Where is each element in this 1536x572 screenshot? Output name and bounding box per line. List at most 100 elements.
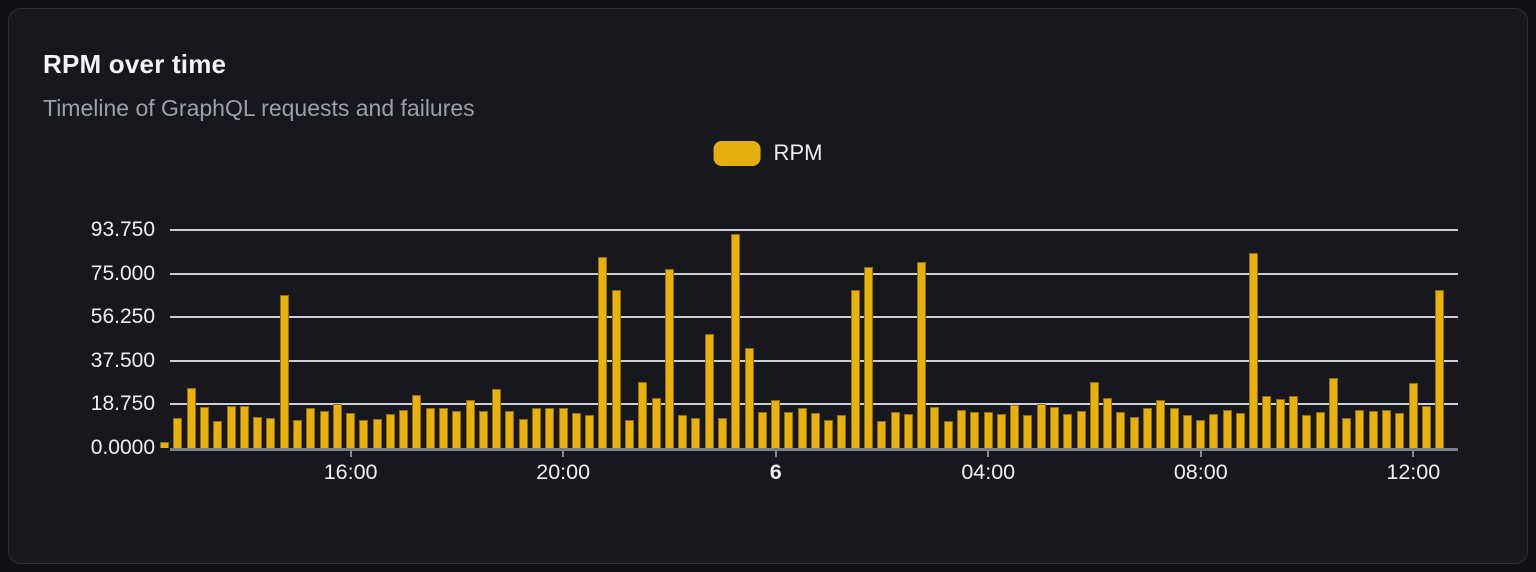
rpm-bar[interactable] — [1196, 420, 1206, 448]
rpm-bar[interactable] — [585, 415, 595, 448]
rpm-bar[interactable] — [691, 417, 701, 448]
rpm-bar[interactable] — [837, 415, 847, 448]
rpm-bar[interactable] — [1368, 410, 1378, 448]
rpm-bar[interactable] — [1408, 382, 1418, 448]
rpm-bar[interactable] — [903, 414, 913, 448]
rpm-bar[interactable] — [306, 408, 316, 448]
rpm-bar[interactable] — [943, 421, 953, 448]
rpm-bar[interactable] — [532, 408, 542, 448]
rpm-bar[interactable] — [1421, 406, 1431, 448]
rpm-bar[interactable] — [439, 408, 449, 448]
rpm-bar[interactable] — [492, 388, 502, 448]
rpm-bar[interactable] — [452, 410, 462, 448]
rpm-bar[interactable] — [877, 421, 887, 448]
rpm-bar[interactable] — [598, 257, 608, 448]
rpm-bar[interactable] — [1435, 289, 1445, 448]
rpm-bar[interactable] — [717, 417, 727, 448]
rpm-bar[interactable] — [917, 261, 927, 448]
rpm-bar[interactable] — [412, 394, 422, 448]
rpm-bar[interactable] — [505, 410, 515, 448]
rpm-bar[interactable] — [226, 406, 236, 448]
rpm-bar[interactable] — [292, 420, 302, 448]
rpm-bar[interactable] — [266, 417, 276, 448]
rpm-bar[interactable] — [1036, 403, 1046, 448]
rpm-bar[interactable] — [199, 407, 209, 448]
rpm-bar[interactable] — [638, 381, 648, 448]
rpm-bar[interactable] — [518, 418, 528, 448]
rpm-bar[interactable] — [1023, 415, 1033, 448]
rpm-bar[interactable] — [545, 408, 555, 448]
rpm-bar[interactable] — [1010, 404, 1020, 448]
rpm-bar[interactable] — [850, 289, 860, 448]
rpm-bar[interactable] — [253, 416, 263, 448]
rpm-bar[interactable] — [558, 408, 568, 448]
rpm-bar[interactable] — [1089, 381, 1099, 448]
rpm-bar[interactable] — [571, 413, 581, 448]
rpm-bar[interactable] — [359, 420, 369, 448]
rpm-bar[interactable] — [1395, 413, 1405, 448]
rpm-bar[interactable] — [1315, 411, 1325, 448]
rpm-bar[interactable] — [1182, 415, 1192, 448]
rpm-bar[interactable] — [664, 268, 674, 448]
rpm-bar[interactable] — [810, 413, 820, 448]
rpm-bar[interactable] — [704, 334, 714, 448]
rpm-bar[interactable] — [996, 414, 1006, 448]
rpm-bar[interactable] — [1355, 409, 1365, 448]
rpm-bar[interactable] — [651, 398, 661, 448]
rpm-bar[interactable] — [983, 411, 993, 448]
rpm-bar[interactable] — [319, 410, 329, 448]
rpm-bar[interactable] — [1382, 409, 1392, 448]
rpm-bar[interactable] — [757, 411, 767, 448]
rpm-bar[interactable] — [1169, 408, 1179, 448]
rpm-bar[interactable] — [1222, 409, 1232, 448]
rpm-bar[interactable] — [957, 409, 967, 448]
rpm-bar[interactable] — [864, 266, 874, 448]
rpm-bar[interactable] — [1129, 416, 1139, 448]
rpm-bar[interactable] — [1249, 252, 1259, 448]
rpm-bar[interactable] — [784, 411, 794, 448]
rpm-bar[interactable] — [186, 387, 196, 448]
rpm-bar[interactable] — [213, 421, 223, 448]
rpm-bar[interactable] — [890, 411, 900, 448]
rpm-bar[interactable] — [1302, 415, 1312, 448]
rpm-bar[interactable] — [1342, 417, 1352, 448]
rpm-bar[interactable] — [160, 442, 170, 448]
rpm-bar[interactable] — [744, 348, 754, 448]
rpm-bar[interactable] — [824, 420, 834, 448]
rpm-bar[interactable] — [279, 294, 289, 448]
rpm-bar[interactable] — [1289, 395, 1299, 448]
rpm-bar[interactable] — [173, 417, 183, 448]
rpm-bar[interactable] — [1328, 378, 1338, 448]
rpm-bar[interactable] — [465, 400, 475, 448]
rpm-bar[interactable] — [239, 406, 249, 448]
rpm-bar[interactable] — [399, 409, 409, 448]
rpm-bar[interactable] — [1262, 395, 1272, 448]
rpm-bar[interactable] — [1103, 398, 1113, 448]
rpm-bar[interactable] — [624, 420, 634, 448]
rpm-bar[interactable] — [385, 414, 395, 448]
rpm-bar[interactable] — [1116, 411, 1126, 448]
rpm-bar[interactable] — [1209, 414, 1219, 448]
rpm-bar[interactable] — [372, 418, 382, 448]
rpm-bar[interactable] — [425, 408, 435, 448]
legend-item-rpm[interactable]: RPM — [713, 140, 822, 166]
rpm-bar[interactable] — [611, 289, 621, 448]
rpm-bar[interactable] — [797, 408, 807, 448]
rpm-bar[interactable] — [1235, 413, 1245, 448]
rpm-bar[interactable] — [731, 234, 741, 448]
rpm-bar[interactable] — [332, 403, 342, 448]
bar-slot — [809, 230, 822, 448]
rpm-bar[interactable] — [1156, 400, 1166, 448]
rpm-bar[interactable] — [930, 407, 940, 448]
rpm-bar[interactable] — [771, 400, 781, 448]
legend-swatch-icon[interactable] — [713, 140, 761, 166]
rpm-bar[interactable] — [1063, 414, 1073, 448]
rpm-bar[interactable] — [1142, 408, 1152, 448]
rpm-bar[interactable] — [1275, 399, 1285, 448]
rpm-bar[interactable] — [1076, 410, 1086, 448]
rpm-bar[interactable] — [346, 413, 356, 448]
rpm-bar[interactable] — [970, 411, 980, 448]
rpm-bar[interactable] — [678, 415, 688, 448]
rpm-bar[interactable] — [1049, 407, 1059, 448]
rpm-bar[interactable] — [478, 410, 488, 448]
